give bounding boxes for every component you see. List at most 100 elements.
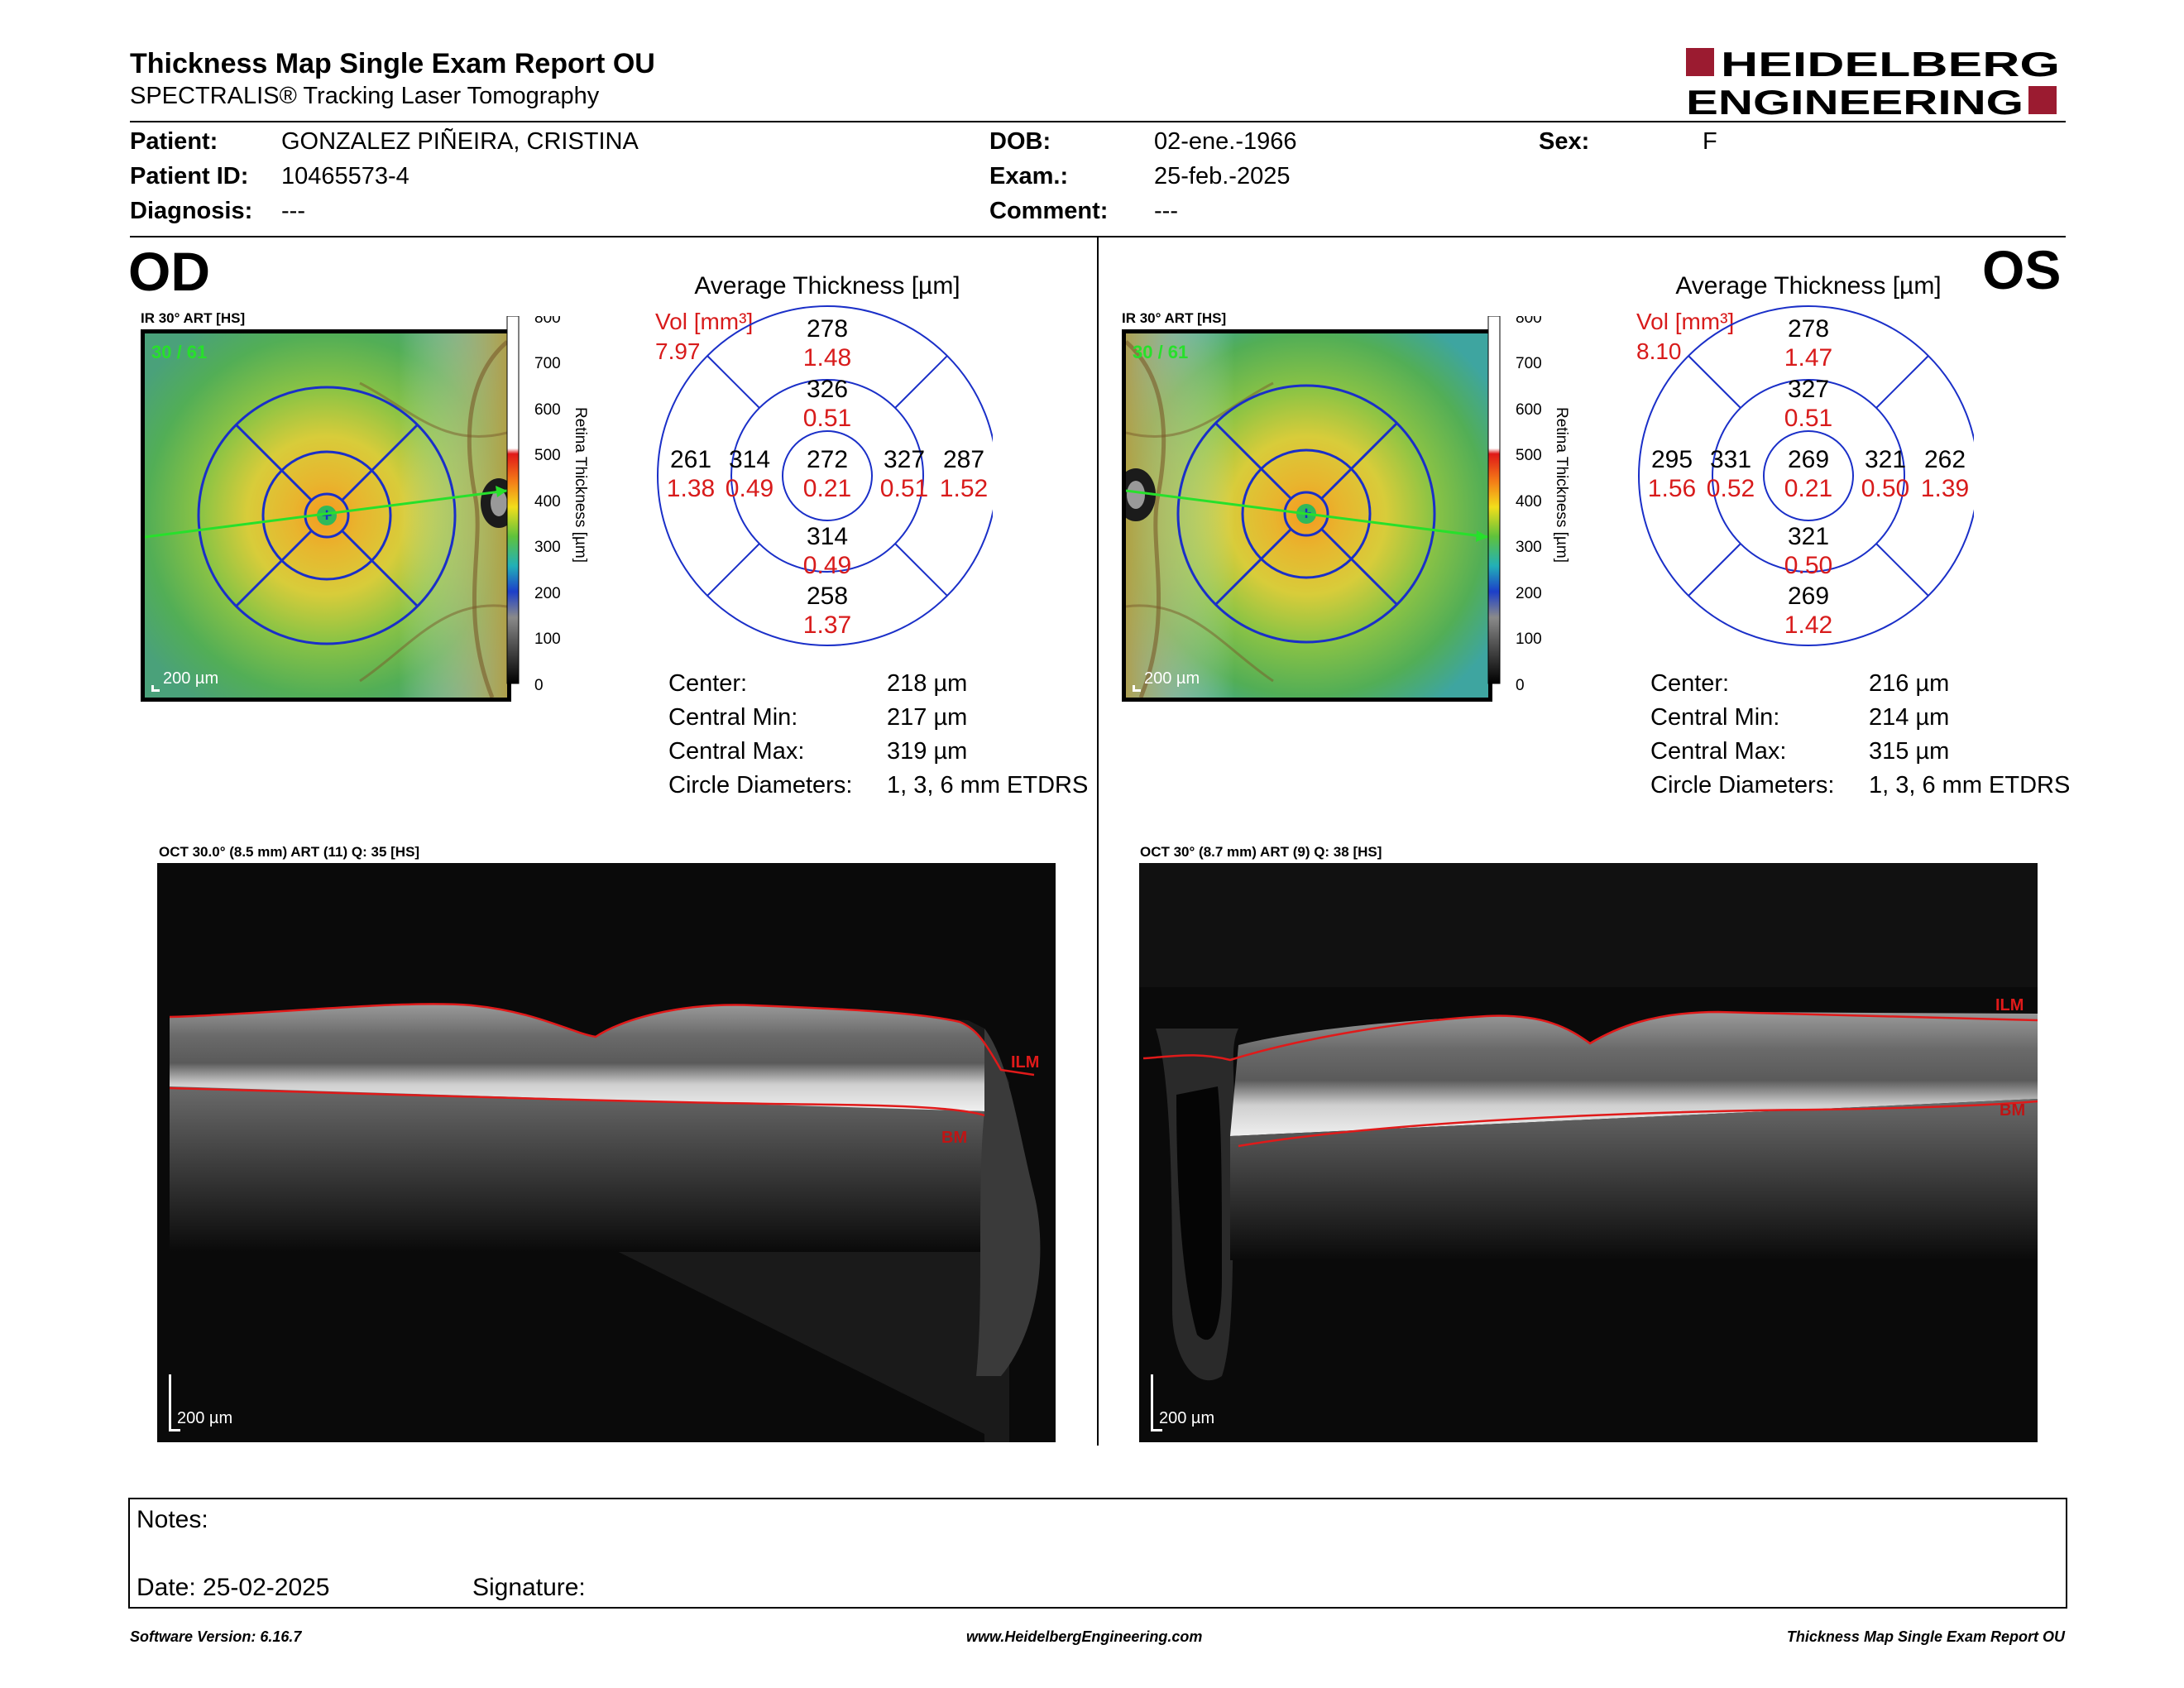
od-center-volume: 0.21 — [803, 475, 851, 502]
os-eye-label: OS — [1982, 239, 2062, 300]
od-outer-left-volume: 1.38 — [667, 475, 715, 502]
od-colorbar: 800 700 600 500 400 300 200 100 0 Retina… — [506, 309, 597, 697]
footer-report-name: Thickness Map Single Exam Report OU — [1786, 1628, 2065, 1645]
signature-label: Signature: — [472, 1574, 586, 1601]
diagnosis-label: Diagnosis: — [130, 198, 253, 224]
od-inner-left-volume: 0.49 — [726, 475, 774, 502]
os-center-value: 216 µm — [1869, 670, 1950, 697]
od-etdrs-chart: Average Thickness [µm] Vol [mm³] 7.97 27… — [645, 269, 998, 658]
cbar-tick: 800 — [1516, 316, 1542, 327]
od-ilm-label: ILM — [1011, 1053, 1039, 1072]
os-outer-sup-volume: 1.47 — [1784, 344, 1832, 372]
patient-name: GONZALEZ PIÑEIRA, CRISTINA — [281, 128, 639, 155]
od-outer-sup-thickness: 278 — [807, 315, 848, 343]
sex-value: F — [1703, 128, 1717, 155]
od-outer-left-thickness: 261 — [670, 446, 711, 473]
od-max-label: Central Max: — [668, 738, 805, 765]
os-inner-right-thickness: 321 — [1865, 446, 1906, 473]
cbar-tick: 300 — [1516, 539, 1542, 556]
os-max-value: 315 µm — [1869, 738, 1950, 765]
os-avg-title: Average Thickness [µm] — [1675, 272, 1941, 300]
os-inner-sup-volume: 0.51 — [1784, 405, 1832, 432]
os-min-label: Central Min: — [1650, 704, 1780, 731]
logo-line1: HEIDELBERG — [1721, 45, 2060, 84]
od-diam-label: Circle Diameters: — [668, 772, 853, 798]
os-oct-scan: ILM BM 200 µm — [1139, 863, 2038, 1442]
os-center-label: Center: — [1650, 670, 1730, 697]
os-inner-sup-thickness: 327 — [1788, 376, 1829, 403]
od-oct-caption: OCT 30.0° (8.5 mm) ART (11) Q: 35 [HS] — [159, 844, 420, 860]
dob-label: DOB: — [989, 128, 1051, 155]
od-outer-inf-volume: 1.37 — [803, 611, 851, 639]
od-inner-inf-volume: 0.49 — [803, 552, 851, 579]
od-inner-inf-thickness: 314 — [807, 523, 848, 550]
os-inner-left-volume: 0.52 — [1707, 475, 1755, 502]
heidelberg-logo: HEIDELBERG ENGINEERING — [1684, 45, 2065, 122]
od-diam-value: 1, 3, 6 mm ETDRS — [887, 772, 1089, 798]
od-outer-sup-volume: 1.48 — [803, 344, 851, 372]
cbar-tick: 0 — [1516, 677, 1525, 694]
patient-label: Patient: — [130, 128, 218, 155]
od-outer-right-thickness: 287 — [943, 446, 984, 473]
exam-value: 25-feb.-2025 — [1154, 163, 1291, 189]
cbar-tick: 800 — [534, 316, 561, 327]
os-inner-inf-thickness: 321 — [1788, 523, 1829, 550]
os-fundus-scale: 200 µm — [1144, 669, 1200, 688]
od-eye-label: OD — [128, 241, 210, 302]
od-inner-right-volume: 0.51 — [880, 475, 928, 502]
cbar-tick: 500 — [1516, 447, 1542, 464]
os-bm-label: BM — [2000, 1101, 2025, 1120]
os-thickness-map: + 30 / 61 200 µm — [1122, 329, 1492, 702]
os-outer-right-volume: 1.39 — [1921, 475, 1969, 502]
cbar-tick: 600 — [1516, 401, 1542, 419]
od-fundus-counter: 30 / 61 — [151, 342, 207, 362]
od-center-thickness: 272 — [807, 446, 848, 473]
cbar-tick: 700 — [534, 355, 561, 372]
os-fundus-caption: IR 30° ART [HS] — [1122, 310, 1227, 326]
os-colorbar: 800 700 600 500 400 300 200 100 0 Retina… — [1487, 309, 1578, 697]
od-vol-label: Vol [mm³] — [655, 309, 753, 334]
od-inner-right-thickness: 327 — [884, 446, 925, 473]
od-inner-sup-volume: 0.51 — [803, 405, 851, 432]
os-vol-label: Vol [mm³] — [1636, 309, 1734, 334]
cbar-tick: 300 — [534, 539, 561, 556]
report-title: Thickness Map Single Exam Report OU — [130, 48, 655, 79]
os-oct-caption: OCT 30° (8.7 mm) ART (9) Q: 38 [HS] — [1140, 844, 1382, 860]
diagnosis-value: --- — [281, 198, 305, 224]
od-outer-right-volume: 1.52 — [940, 475, 988, 502]
od-max-value: 319 µm — [887, 738, 968, 765]
cbar-tick: 100 — [534, 631, 561, 648]
od-bm-label: BM — [941, 1129, 967, 1147]
os-fundus-counter: 30 / 61 — [1133, 342, 1188, 362]
os-outer-left-volume: 1.56 — [1648, 475, 1696, 502]
logo-line2: ENGINEERING — [1686, 83, 2024, 119]
od-oct-scale: 200 µm — [177, 1409, 232, 1427]
sex-label: Sex: — [1539, 128, 1590, 155]
od-min-value: 217 µm — [887, 704, 968, 731]
od-thickness-map: + 30 / 61 200 µm — [141, 329, 511, 702]
os-ilm-label: ILM — [1995, 996, 2024, 1014]
os-min-value: 214 µm — [1869, 704, 1950, 731]
od-inner-left-thickness: 314 — [729, 446, 770, 473]
cbar-axis-label: Retina Thickness [µm] — [572, 407, 589, 563]
os-max-label: Central Max: — [1650, 738, 1787, 765]
od-fundus-caption: IR 30° ART [HS] — [141, 310, 246, 326]
report-subtitle: SPECTRALIS® Tracking Laser Tomography — [130, 83, 600, 109]
footer-website[interactable]: www.HeidelbergEngineering.com — [966, 1628, 1203, 1645]
notes-date: Date: 25-02-2025 — [136, 1574, 330, 1601]
svg-text:+: + — [322, 505, 333, 525]
od-fundus-scale: 200 µm — [163, 669, 218, 688]
os-outer-inf-volume: 1.42 — [1784, 611, 1832, 639]
os-inner-inf-volume: 0.50 — [1784, 552, 1832, 579]
os-center-thickness: 269 — [1788, 446, 1829, 473]
notes-label: Notes: — [136, 1506, 208, 1533]
cbar-tick: 200 — [534, 585, 561, 602]
od-center-value: 218 µm — [887, 670, 968, 697]
comment-value: --- — [1154, 198, 1178, 224]
os-outer-right-thickness: 262 — [1924, 446, 1966, 473]
notes-box[interactable]: Notes: Date: 25-02-2025 Signature: — [128, 1498, 2067, 1609]
os-vol-value: 8.10 — [1636, 338, 1682, 364]
os-etdrs-chart: Average Thickness [µm] Vol [mm³] 8.10 27… — [1626, 269, 1979, 658]
os-diam-value: 1, 3, 6 mm ETDRS — [1869, 772, 2071, 798]
cbar-tick: 400 — [534, 493, 561, 511]
